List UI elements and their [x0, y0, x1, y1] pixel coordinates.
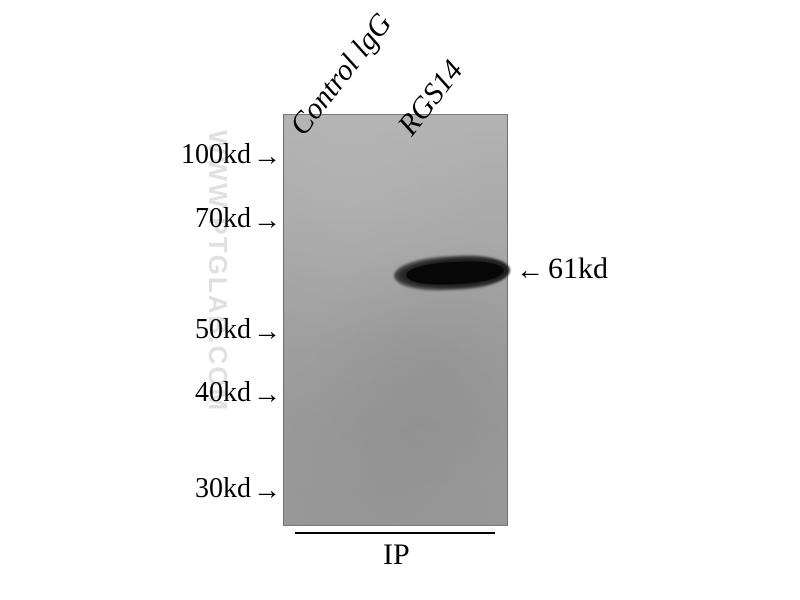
arrow-right-icon: → [253, 318, 281, 346]
ip-caption: IP [383, 538, 410, 572]
ladder-70kd: 70kd→ [195, 203, 281, 235]
target-band-text: 61kd [548, 252, 608, 285]
ladder-text: 50kd [195, 314, 251, 345]
ladder-text: 100kd [181, 139, 251, 170]
ladder-100kd: 100kd→ [181, 139, 281, 171]
arrow-right-icon: → [253, 207, 281, 235]
western-blot-figure: WWW.PTGLAB.COM Control lgG RGS14 100kd→ … [0, 0, 800, 600]
ladder-40kd: 40kd→ [195, 377, 281, 409]
ladder-30kd: 30kd→ [195, 473, 281, 505]
ladder-50kd: 50kd→ [195, 314, 281, 346]
arrow-right-icon: → [253, 477, 281, 505]
ladder-text: 30kd [195, 473, 251, 504]
arrow-left-icon: ← [516, 257, 544, 285]
ip-bracket-line [295, 532, 495, 534]
ladder-text: 40kd [195, 377, 251, 408]
arrow-right-icon: → [253, 381, 281, 409]
arrow-right-icon: → [253, 143, 281, 171]
ladder-text: 70kd [195, 203, 251, 234]
blot-membrane [283, 114, 508, 526]
membrane-texture [283, 114, 508, 526]
watermark-text: WWW.PTGLAB.COM [202, 130, 233, 412]
target-band-label: ←61kd [516, 252, 608, 286]
